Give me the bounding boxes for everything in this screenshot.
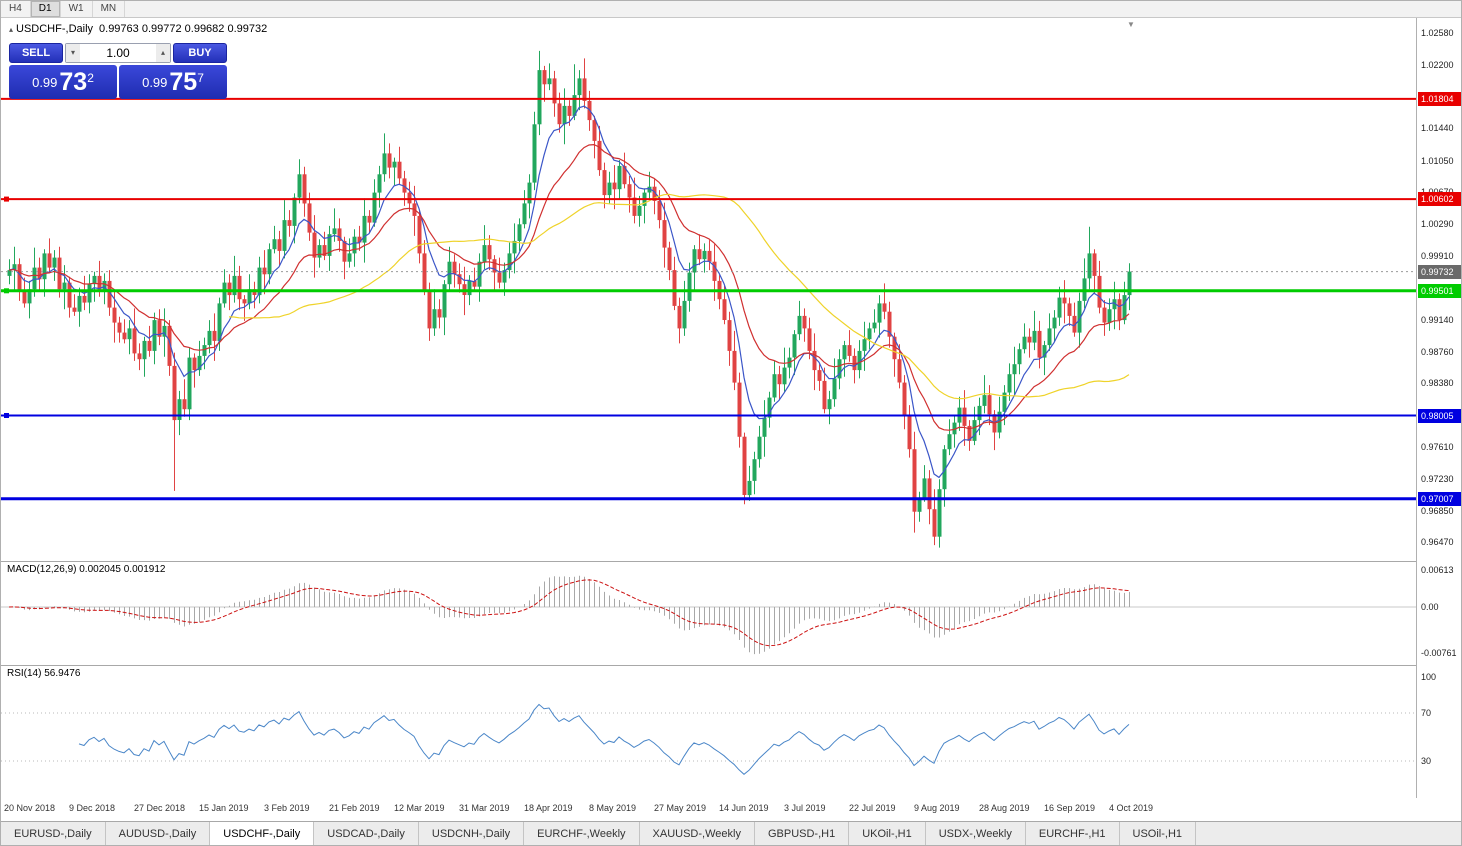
period-button-h4[interactable]: H4 [1, 1, 31, 17]
price-axis[interactable]: 1.025801.022001.014401.010501.006701.002… [1416, 18, 1461, 798]
date-axis-label: 4 Oct 2019 [1109, 803, 1154, 813]
chart-tab[interactable]: AUDUSD-,Daily [105, 822, 211, 845]
chart-tab[interactable]: EURCHF-,Weekly [524, 822, 640, 845]
volume-input[interactable]: 1.00 [106, 46, 130, 60]
axis-label: 100 [1421, 672, 1437, 682]
date-axis-label: 9 Aug 2019 [914, 803, 960, 813]
chart-tab[interactable]: USDCHF-,Daily [210, 822, 315, 845]
date-axis-label: 28 Aug 2019 [979, 803, 1030, 813]
date-axis-label: 27 Dec 2018 [134, 803, 186, 813]
axis-label: 0.00 [1421, 602, 1439, 612]
date-axis-label: 12 Mar 2019 [394, 803, 445, 813]
axis-label: 1.01440 [1421, 123, 1454, 134]
buy-price-pip: 7 [197, 71, 204, 85]
axis-label: 70 [1421, 708, 1432, 718]
price-line-badge: 1.00602 [1418, 192, 1461, 207]
chart-tab[interactable]: USDCAD-,Daily [314, 822, 419, 845]
chart-tabs-bar: EURUSD-,Daily AUDUSD-,Daily USDCHF-,Daily U… [1, 821, 1461, 845]
sell-price-pip: 2 [87, 71, 94, 85]
axis-label: 0.97610 [1421, 442, 1454, 453]
buy-price-display[interactable]: 0.99 75 7 [119, 65, 227, 99]
chart-ohlc-values: 0.99763 0.99772 0.99682 0.99732 [99, 23, 268, 35]
sell-price-digits: 73 [59, 67, 88, 96]
date-axis-label: 18 Apr 2019 [524, 803, 573, 813]
date-axis-label: 16 Sep 2019 [1044, 803, 1096, 813]
chart-title: ▴ USDCHF-,Daily 0.99763 0.99772 0.99682 0.… [9, 23, 267, 35]
chart-tab[interactable]: GBPUSD-,H1 [754, 822, 850, 845]
axis-label: -0.00761 [1421, 647, 1457, 658]
price-line-badge: 0.97007 [1418, 491, 1461, 506]
date-axis-label: 3 Jul 2019 [784, 803, 826, 813]
date-axis-label: 27 May 2019 [654, 803, 707, 813]
rsi-panel[interactable] [1, 666, 1416, 798]
chart-shift-marker-icon[interactable]: ▼ [1127, 20, 1135, 29]
one-click-trading-panel: SELL ▾ 1.00 ▴ BUY 0.99 73 2 0.99 75 7 [9, 43, 227, 99]
date-axis[interactable]: 20 Nov 2018 9 Dec 2018 27 Dec 2018 15 Jan 2… [1, 798, 1461, 821]
chart-tab[interactable]: XAUUSD-,Weekly [639, 822, 755, 845]
axis-label: 1.00290 [1421, 219, 1454, 230]
axis-label: 0.97230 [1421, 474, 1454, 485]
sell-price-display[interactable]: 0.99 73 2 [9, 65, 117, 99]
price-line-badge: 0.99501 [1418, 283, 1461, 298]
axis-label: 0.00613 [1421, 565, 1454, 576]
date-axis-label: 14 Jun 2019 [719, 803, 769, 813]
sell-button[interactable]: SELL [9, 43, 63, 63]
axis-label: 0.96470 [1421, 537, 1454, 548]
chart-tab[interactable]: USDCNH-,Daily [418, 822, 525, 845]
buy-price-digits: 75 [169, 67, 198, 96]
axis-label: 0.98760 [1421, 346, 1454, 357]
axis-label: 1.02200 [1421, 59, 1454, 70]
chart-tab[interactable]: USDX-,Weekly [925, 822, 1026, 845]
period-button-d1[interactable]: D1 [30, 1, 61, 17]
chart-tab[interactable]: UKOil-,H1 [849, 822, 926, 845]
period-button-mn[interactable]: MN [93, 1, 126, 17]
macd-label: MACD(12,26,9) 0.002045 0.001912 [7, 564, 166, 575]
date-axis-label: 21 Feb 2019 [329, 803, 380, 813]
axis-label: 1.01050 [1421, 155, 1454, 166]
trade-panel-toggle-icon[interactable]: ▴ [9, 25, 14, 34]
rsi-label: RSI(14) 56.9476 [7, 668, 81, 679]
date-axis-label: 8 May 2019 [589, 803, 637, 813]
panel-separator[interactable] [1, 665, 1461, 666]
current-price-badge: 0.99732 [1418, 264, 1461, 279]
date-axis-label: 20 Nov 2018 [4, 803, 56, 813]
macd-panel[interactable] [1, 562, 1416, 664]
period-toolbar: H4 D1 W1 MN [1, 1, 1461, 18]
axis-label: 30 [1421, 756, 1432, 766]
axis-label: 0.96850 [1421, 505, 1454, 516]
buy-price-prefix: 0.99 [142, 74, 168, 90]
date-axis-label: 31 Mar 2019 [459, 803, 510, 813]
chart-tab[interactable]: EURCHF-,H1 [1025, 822, 1120, 845]
axis-label: 0.99910 [1421, 250, 1454, 261]
date-axis-label: 3 Feb 2019 [264, 803, 310, 813]
panel-separator[interactable] [1, 561, 1461, 562]
candlestick-chart[interactable] [1, 18, 1416, 561]
date-axis-label: 9 Dec 2018 [69, 803, 116, 813]
date-axis-label: 15 Jan 2019 [199, 803, 249, 813]
chart-symbol-label: USDCHF-,Daily [16, 23, 94, 35]
axis-label: 1.02580 [1421, 28, 1454, 39]
price-line-badge: 1.01804 [1418, 91, 1461, 106]
volume-control: ▾ 1.00 ▴ [65, 43, 171, 63]
axis-label: 0.98380 [1421, 378, 1454, 389]
chart-tab[interactable]: EURUSD-,Daily [1, 822, 106, 845]
date-axis-label: 22 Jul 2019 [849, 803, 896, 813]
sell-price-prefix: 0.99 [32, 74, 58, 90]
price-line-badge: 0.98005 [1418, 408, 1461, 423]
chart-tab[interactable]: USOil-,H1 [1119, 822, 1197, 845]
buy-button[interactable]: BUY [173, 43, 227, 63]
volume-decrease-button[interactable]: ▾ [66, 44, 80, 62]
period-button-w1[interactable]: W1 [61, 1, 93, 17]
axis-label: 0.99140 [1421, 314, 1454, 325]
volume-increase-button[interactable]: ▴ [156, 44, 170, 62]
